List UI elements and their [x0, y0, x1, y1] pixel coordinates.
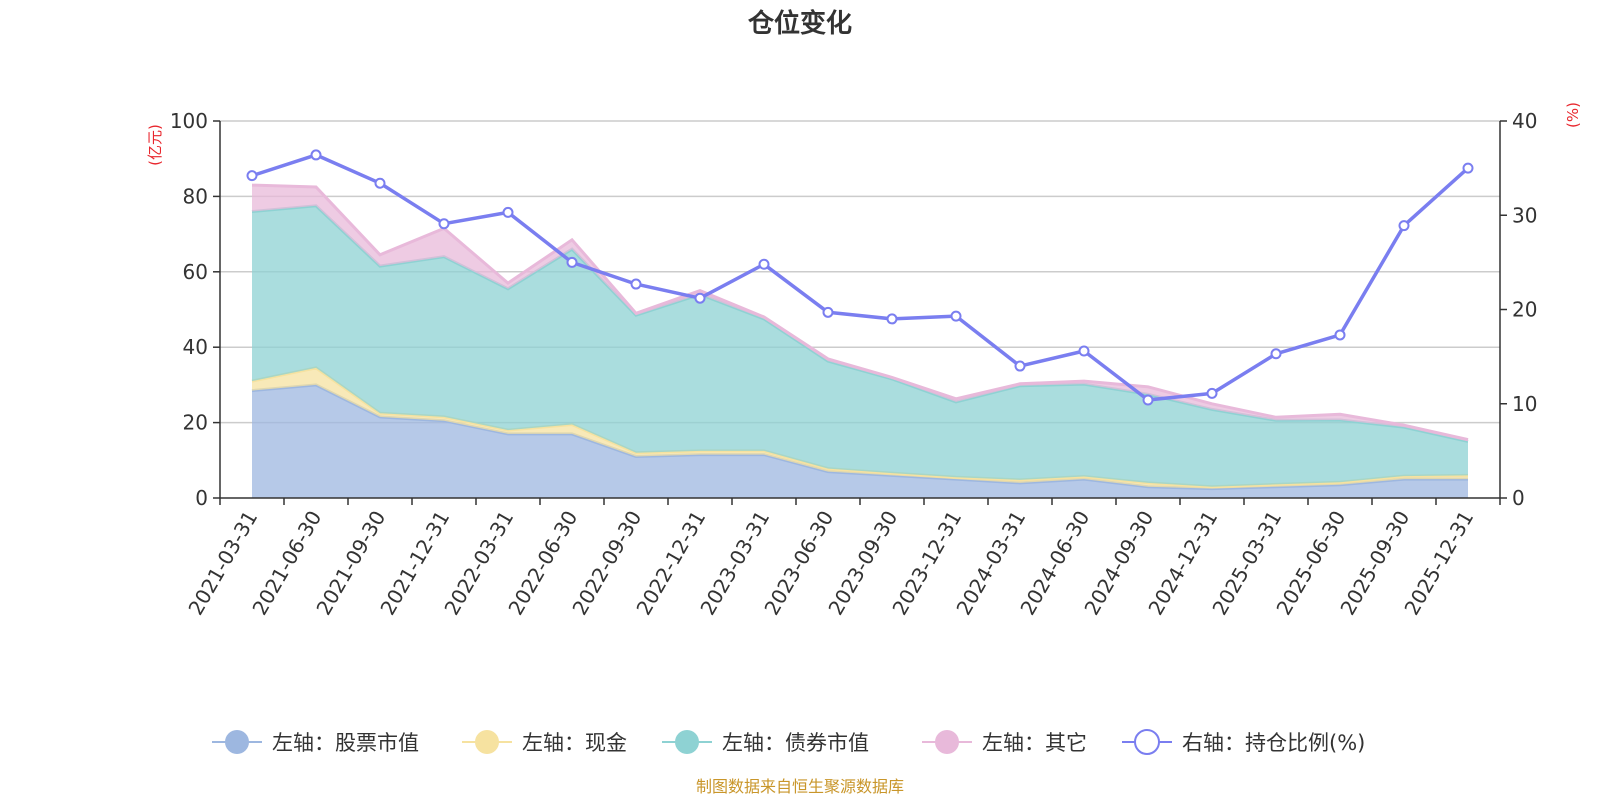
legend-marker	[225, 730, 249, 754]
legend-label: 左轴：债券市值	[722, 731, 869, 755]
right-axis-tick-label: 10	[1512, 392, 1537, 416]
right-axis-tick-label: 0	[1512, 486, 1525, 510]
left-axis-tick-label: 40	[183, 335, 208, 359]
holding-ratio-path	[251, 153, 1470, 402]
holding-ratio-point	[374, 177, 386, 189]
left-axis-tick-label: 100	[170, 109, 208, 133]
right-axis-tick-label: 30	[1512, 203, 1537, 227]
holding-ratio-point	[630, 278, 642, 290]
left-axis-tick-label: 20	[183, 411, 208, 435]
legend-label: 左轴：股票市值	[272, 731, 419, 755]
holding-ratio-point	[694, 292, 706, 304]
holding-ratio-point	[566, 256, 578, 268]
holding-ratio-point	[1334, 329, 1346, 341]
legend-item: 左轴：现金	[462, 730, 627, 755]
holding-ratio-point	[1142, 394, 1154, 406]
legend-label: 左轴：现金	[522, 731, 627, 755]
holding-ratio-point	[1078, 345, 1090, 357]
area-series-3	[252, 205, 1468, 487]
chart-title: 仓位变化	[747, 8, 852, 39]
holding-ratio-point	[1014, 360, 1026, 372]
left-axis-tick-label: 0	[195, 486, 208, 510]
legend-item: 右轴：持仓比例(%)	[1122, 729, 1365, 755]
right-axis-tick-label: 40	[1512, 109, 1537, 133]
left-axis-unit: (亿元)	[146, 124, 164, 166]
holding-ratio-line	[246, 149, 1474, 406]
right-axis-tick-label: 20	[1512, 298, 1537, 322]
holding-ratio-point	[1270, 348, 1282, 360]
holding-ratio-point	[758, 258, 770, 270]
holding-ratio-point	[438, 218, 450, 230]
holding-ratio-point	[1398, 220, 1410, 232]
left-axis-tick-label: 80	[183, 184, 208, 208]
legend-label: 左轴：其它	[982, 731, 1087, 755]
holding-ratio-point	[886, 313, 898, 325]
legend-item: 左轴：其它	[922, 730, 1087, 755]
holding-ratio-point	[246, 170, 258, 182]
legend: 左轴：股票市值 左轴：现金 左轴：债券市值 左轴：其它 右轴：持仓比例(%)	[212, 729, 1365, 755]
holding-ratio-point	[822, 306, 834, 318]
holding-ratio-point	[1206, 387, 1218, 399]
legend-marker	[675, 730, 699, 754]
holding-ratio-point	[502, 206, 514, 218]
area-series-1	[252, 384, 1468, 498]
legend-marker	[475, 730, 499, 754]
holding-ratio-point	[950, 310, 962, 322]
legend-item: 左轴：债券市值	[662, 730, 869, 755]
legend-marker	[935, 730, 959, 754]
legend-label: 右轴：持仓比例(%)	[1182, 731, 1365, 755]
area-series-edge-4	[251, 183, 1469, 442]
legend-marker-hollow	[1134, 729, 1160, 755]
holding-ratio-point	[1462, 162, 1474, 174]
data-source-note: 制图数据来自恒生聚源数据库	[696, 777, 904, 796]
holding-ratio-point	[310, 149, 322, 161]
right-axis-unit: (%)	[1564, 102, 1582, 128]
left-axis-tick-label: 60	[183, 260, 208, 284]
legend-item: 左轴：股票市值	[212, 730, 419, 755]
stacked-areas	[251, 183, 1469, 498]
